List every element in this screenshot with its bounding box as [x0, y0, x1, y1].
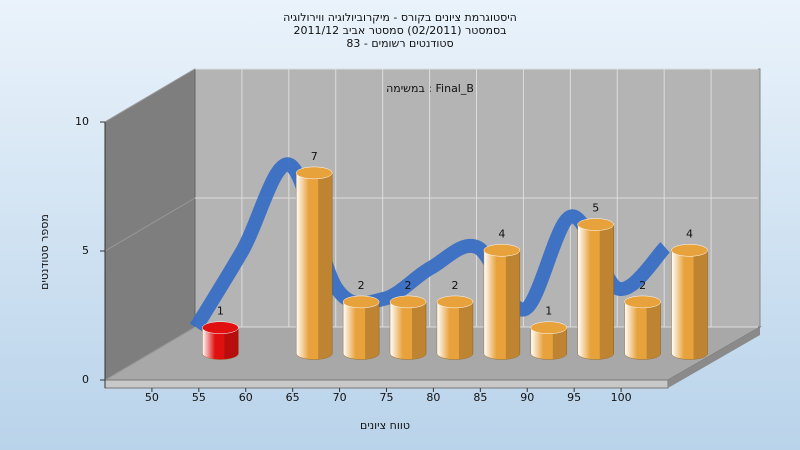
- value-label: 1: [545, 305, 552, 318]
- bar-body: [624, 301, 661, 360]
- bar-top: [342, 295, 380, 309]
- value-label: 2: [405, 279, 412, 292]
- value-label: 1: [217, 305, 224, 318]
- bar-body: [483, 250, 521, 360]
- x-tick-label: 60: [239, 391, 253, 404]
- y-tick-label: 10: [75, 115, 89, 128]
- bar: [202, 321, 239, 360]
- x-tick-label: 95: [567, 391, 581, 404]
- x-tick-label: 65: [286, 391, 300, 404]
- bar-top: [295, 166, 333, 180]
- bar-body: [202, 327, 239, 360]
- bar: [436, 295, 474, 360]
- x-tick-label: 85: [473, 391, 487, 404]
- bar-top: [577, 218, 614, 231]
- bar-shade: [505, 250, 520, 359]
- floor-side: [668, 327, 760, 388]
- bar-top: [483, 244, 521, 257]
- bar-body: [436, 301, 474, 360]
- x-axis-label: טווח ציונים: [360, 419, 410, 432]
- bar: [530, 321, 568, 360]
- bar-shade: [458, 301, 473, 359]
- floor-edge: [104, 379, 669, 389]
- bar-shade: [224, 327, 239, 359]
- bar-top: [624, 295, 661, 309]
- value-label: 2: [639, 279, 646, 292]
- grid-line: [104, 197, 196, 252]
- bar-shade: [693, 250, 708, 359]
- bar-shade: [599, 224, 614, 359]
- bar-top: [202, 321, 239, 334]
- bar-top: [671, 244, 708, 257]
- x-tick-label: 70: [333, 391, 347, 404]
- bar-top: [436, 295, 474, 309]
- bar-shade: [318, 172, 333, 359]
- y-tick-label: 5: [82, 244, 89, 257]
- x-tick-label: 80: [426, 391, 440, 404]
- title-line: בסמסטר (02/2011) סמסטר אביב 2011/12: [293, 24, 506, 37]
- grid-line: [104, 326, 196, 381]
- bar-shade: [552, 327, 567, 359]
- bar-body: [671, 250, 708, 360]
- y-tick-label: 0: [82, 373, 89, 386]
- bar: [671, 244, 708, 360]
- title: היסטוגרמת ציונים בקורס - מיקרוביולוגיה ו…: [283, 11, 517, 50]
- title-line: סטודנטים רשומים - 83: [346, 37, 453, 50]
- bar-body: [296, 172, 333, 360]
- value-label: 7: [311, 150, 318, 163]
- bar: [483, 244, 521, 360]
- title-line: היסטוגרמת ציונים בקורס - מיקרוביולוגיה ו…: [283, 11, 517, 24]
- bar: [624, 295, 661, 360]
- bar-shade: [365, 301, 380, 359]
- bar-body: [530, 327, 567, 360]
- bar: [342, 295, 380, 360]
- bar: [577, 218, 614, 360]
- bar-shade: [412, 301, 427, 359]
- bar-top: [530, 321, 568, 334]
- value-label: 4: [686, 227, 693, 240]
- value-label: 2: [451, 279, 458, 292]
- bar-body: [342, 301, 380, 360]
- x-tick-label: 75: [380, 391, 394, 404]
- bar-body: [389, 301, 427, 360]
- bar-shade: [646, 301, 661, 359]
- x-tick-label: 50: [145, 391, 159, 404]
- value-label: 2: [358, 279, 365, 292]
- x-tick-label: 90: [520, 391, 534, 404]
- bar: [389, 295, 427, 360]
- x-tick-label: 55: [192, 391, 206, 404]
- grid-line: [104, 68, 196, 123]
- bar-body: [577, 224, 614, 360]
- bar: [295, 166, 333, 360]
- bar-top: [389, 295, 427, 309]
- x-tick-label: 100: [611, 391, 632, 404]
- value-label: 5: [592, 202, 599, 215]
- y-axis-label: מספר סטודנטים: [38, 214, 51, 290]
- value-label: 4: [498, 227, 505, 240]
